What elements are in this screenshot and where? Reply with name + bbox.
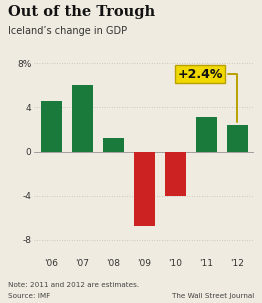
Bar bbox=[102, 138, 124, 152]
Bar bbox=[227, 125, 248, 152]
Text: Out of the Trough: Out of the Trough bbox=[8, 5, 155, 18]
Text: +2.4%: +2.4% bbox=[177, 68, 237, 122]
Text: Note: 2011 and 2012 are estimates.: Note: 2011 and 2012 are estimates. bbox=[8, 282, 139, 288]
Text: Iceland’s change in GDP: Iceland’s change in GDP bbox=[8, 26, 127, 36]
Bar bbox=[195, 117, 217, 152]
Bar bbox=[72, 85, 93, 152]
Text: Source: IMF: Source: IMF bbox=[8, 293, 50, 299]
Bar bbox=[165, 152, 186, 195]
Bar bbox=[134, 152, 155, 226]
Text: The Wall Street Journal: The Wall Street Journal bbox=[172, 293, 254, 299]
Bar bbox=[41, 101, 62, 152]
